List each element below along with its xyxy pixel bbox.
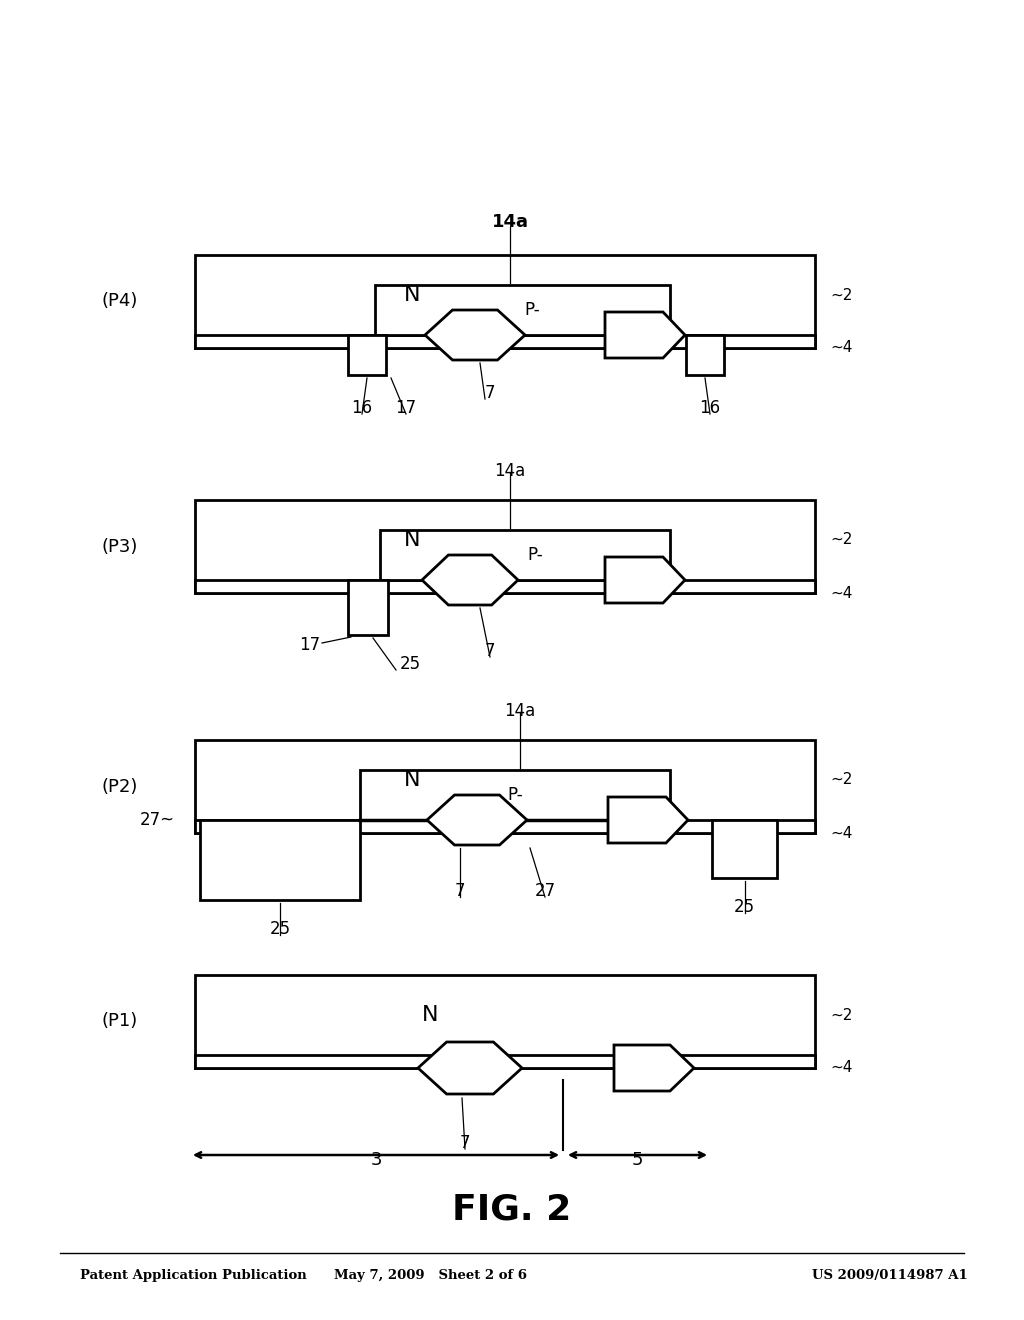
Bar — [360, 770, 670, 820]
Text: (P3): (P3) — [101, 537, 138, 556]
Text: ~4: ~4 — [830, 1060, 852, 1076]
Text: US 2009/0114987 A1: US 2009/0114987 A1 — [812, 1269, 968, 1282]
Bar — [195, 975, 815, 1068]
Text: FIG. 2: FIG. 2 — [453, 1193, 571, 1228]
Text: 7: 7 — [455, 882, 465, 900]
Text: Patent Application Publication: Patent Application Publication — [80, 1269, 307, 1282]
Text: ~2: ~2 — [830, 288, 852, 302]
Text: 7: 7 — [484, 642, 496, 660]
Text: P-: P- — [527, 546, 543, 564]
Text: N: N — [403, 285, 420, 305]
Text: ~2: ~2 — [830, 532, 852, 548]
Text: 14a: 14a — [495, 462, 525, 480]
Text: 3: 3 — [371, 1151, 382, 1170]
Bar — [380, 531, 670, 579]
Bar — [195, 741, 815, 833]
Text: N: N — [403, 770, 420, 789]
Text: 27: 27 — [535, 882, 556, 900]
Text: 17: 17 — [299, 636, 319, 653]
Text: 14a: 14a — [492, 213, 528, 231]
Bar — [348, 335, 386, 375]
Polygon shape — [614, 1045, 694, 1092]
Text: ~2: ~2 — [830, 1007, 852, 1023]
Polygon shape — [425, 310, 525, 360]
Bar — [348, 579, 388, 635]
Polygon shape — [422, 554, 518, 605]
Polygon shape — [608, 797, 688, 843]
Polygon shape — [427, 795, 527, 845]
Text: 16: 16 — [699, 399, 721, 417]
Text: (P4): (P4) — [101, 293, 138, 310]
Text: 14a: 14a — [505, 702, 536, 719]
Bar — [195, 820, 815, 833]
Text: ~4: ~4 — [830, 586, 852, 601]
Text: P-: P- — [507, 785, 523, 804]
Bar — [195, 255, 815, 348]
Text: ~4: ~4 — [830, 341, 852, 355]
Text: 27~: 27~ — [140, 810, 175, 829]
Text: (P1): (P1) — [101, 1012, 138, 1031]
Bar — [195, 500, 815, 593]
Bar — [195, 335, 815, 348]
Text: 25: 25 — [399, 655, 421, 673]
Text: 7: 7 — [460, 1134, 470, 1152]
Polygon shape — [418, 1041, 522, 1094]
Bar — [195, 579, 815, 593]
Text: (P2): (P2) — [101, 777, 138, 796]
Bar — [200, 820, 360, 900]
Polygon shape — [605, 312, 685, 358]
Text: 16: 16 — [351, 399, 373, 417]
Text: N: N — [422, 1005, 439, 1026]
Bar — [375, 285, 670, 335]
Text: P-: P- — [524, 301, 541, 319]
Text: 5: 5 — [632, 1151, 643, 1170]
Bar — [712, 820, 777, 878]
Text: 7: 7 — [484, 384, 496, 403]
Text: 17: 17 — [395, 399, 417, 417]
Bar — [686, 335, 724, 375]
Polygon shape — [605, 557, 685, 603]
Text: ~2: ~2 — [830, 772, 852, 788]
Text: ~4: ~4 — [830, 825, 852, 841]
Text: 25: 25 — [269, 920, 291, 939]
Text: May 7, 2009   Sheet 2 of 6: May 7, 2009 Sheet 2 of 6 — [334, 1269, 526, 1282]
Text: 25: 25 — [734, 898, 755, 916]
Text: N: N — [403, 531, 420, 550]
Bar — [195, 1055, 815, 1068]
